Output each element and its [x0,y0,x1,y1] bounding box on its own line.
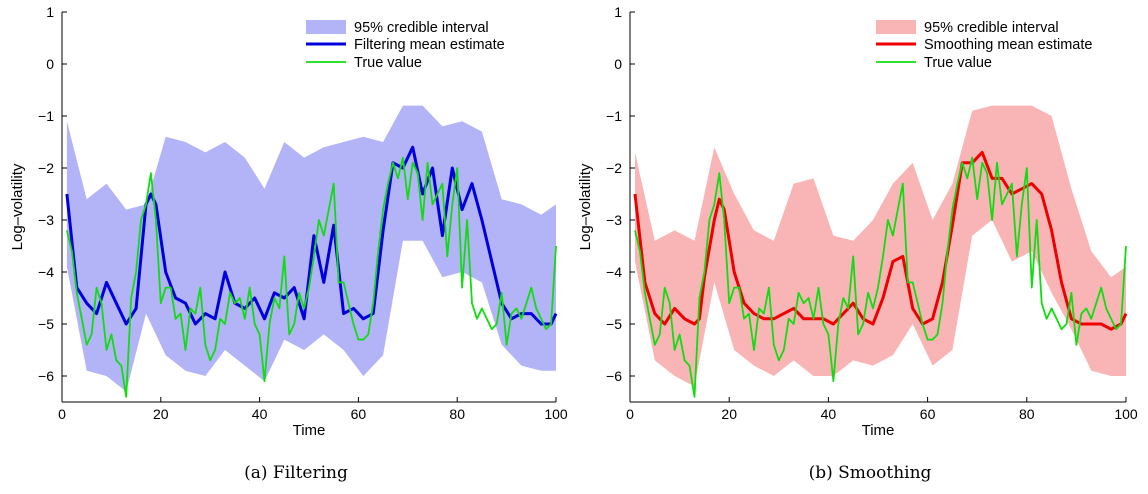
x-tick-label: 80 [449,406,465,422]
x-tick-label: 20 [153,406,169,422]
y-tick-label: −4 [38,264,54,280]
mean-estimate-line [65,145,558,326]
x-tick-label: 0 [626,406,634,422]
y-tick-label: 0 [614,56,622,72]
y-tick-label: −1 [606,108,622,124]
legend-label-band: 95% credible interval [924,20,1059,36]
x-tick-label: 20 [721,406,737,422]
x-tick-label: 60 [351,406,367,422]
y-tick-label: −3 [606,212,622,228]
true-value-line [66,156,557,398]
x-tick-label: 40 [252,406,268,422]
y-tick-label: −3 [38,212,54,228]
y-tick-label: −5 [606,316,622,332]
x-tick-label: 0 [58,406,66,422]
y-tick-label: 0 [46,56,54,72]
legend-label-true: True value [354,55,422,71]
legend-label-mean: Filtering mean estimate [354,37,505,53]
x-tick-label: 100 [1114,406,1138,422]
true-value-line [634,156,1127,398]
y-tick-label: −6 [606,368,622,384]
x-tick-label: 100 [544,406,568,422]
legend-swatch-band [876,20,916,34]
y-tick-label: −5 [38,316,54,332]
chart-panel-2: 0 20 40 60 80 100 −6 −5 −4 −3 −2 −1 0 1 Time Log–volati… [577,4,1138,483]
x-tick-label: 60 [920,406,936,422]
y-axis-label: Log–volatility [9,163,26,250]
legend-swatch-band [306,20,346,34]
x-tick-label: 80 [1019,406,1035,422]
y-tick-label: −2 [606,160,622,176]
legend-label-mean: Smoothing mean estimate [924,37,1092,53]
subfigure-caption: (a) Filtering [244,463,348,483]
y-tick-label: −4 [606,264,622,280]
subfigure-caption: (b) Smoothing [809,463,932,483]
y-tick-label: 1 [614,4,622,20]
x-axis-label: Time [862,422,895,439]
x-axis-label: Time [293,422,326,439]
y-tick-label: −6 [38,368,54,384]
y-axis-label: Log–volatility [577,163,594,250]
y-tick-label: −1 [38,108,54,124]
x-tick-label: 40 [821,406,837,422]
chart-panel-1: 0 20 40 60 80 100 −6 −5 −4 −3 −2 −1 0 1 Time Log–volati… [9,4,568,483]
legend-label-band: 95% credible interval [354,20,489,36]
y-tick-label: 1 [46,4,54,20]
mean-estimate-line [633,150,1128,331]
legend-label-true: True value [924,55,992,71]
y-tick-label: −2 [38,160,54,176]
